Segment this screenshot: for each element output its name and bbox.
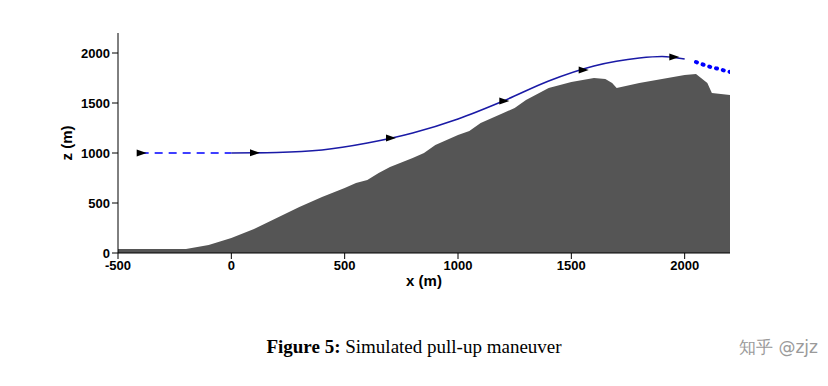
svg-text:1500: 1500 xyxy=(557,258,586,273)
html-text:Figure 5: Simulated pull-up ma: Figure 5: Simulated pull-up maneuver xyxy=(266,336,562,357)
svg-text:1000: 1000 xyxy=(81,146,110,161)
svg-text:1500: 1500 xyxy=(81,96,110,111)
html-text:知乎 @zjz: 知乎 @zjz xyxy=(739,337,818,357)
html-text:z (m): z (m) xyxy=(57,125,75,161)
svg-text:2000: 2000 xyxy=(670,258,699,273)
svg-text:0: 0 xyxy=(103,246,110,261)
svg-text:0: 0 xyxy=(228,258,235,273)
html-text:x (m): x (m) xyxy=(406,272,442,289)
svg-text:500: 500 xyxy=(88,196,110,211)
svg-text:1000: 1000 xyxy=(444,258,473,273)
svg-text:2000: 2000 xyxy=(81,46,110,61)
svg-text:-500: -500 xyxy=(105,258,131,274)
svg-text:500: 500 xyxy=(334,258,356,273)
